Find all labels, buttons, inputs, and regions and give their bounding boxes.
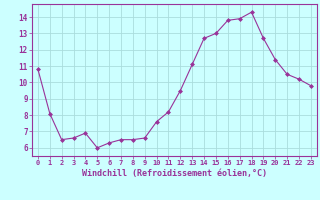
X-axis label: Windchill (Refroidissement éolien,°C): Windchill (Refroidissement éolien,°C): [82, 169, 267, 178]
